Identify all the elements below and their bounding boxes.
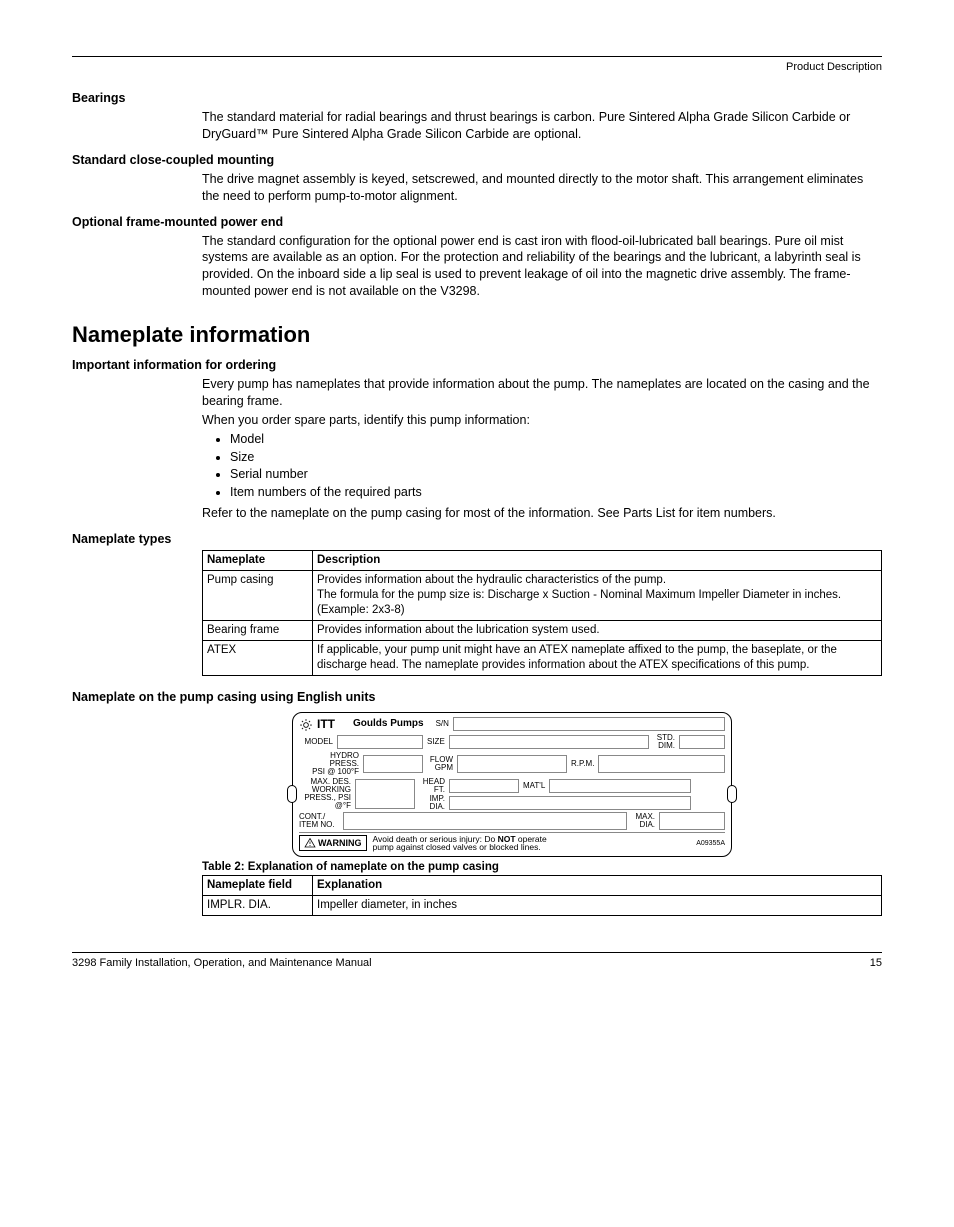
footer-page-number: 15 [870,957,882,969]
table-row: IMPLR. DIA. Impeller diameter, in inches [203,896,882,916]
table-row: Pump casing Provides information about t… [203,570,882,620]
brand-itt: ITT [317,717,335,731]
table-cell: Pump casing [203,570,313,620]
field-rpm [598,755,725,773]
col-header: Description [313,551,882,571]
heading-types: Nameplate types [72,532,882,546]
label-hydro: HYDRO PRESS. PSI @ 100°F [299,752,359,776]
table-row: Nameplate field Explanation [203,876,882,896]
label-stddim: STD. DIM. [653,734,675,750]
list-item: Model [230,431,882,448]
list-item: Item numbers of the required parts [230,484,882,501]
table-row: ATEX If applicable, your pump unit might… [203,640,882,675]
field-head [449,779,519,793]
label-head: HEAD FT. [419,778,445,794]
warning-label: WARNING [318,838,362,848]
nameplate-figure: ITT Goulds Pumps S/N MODEL SIZE STD. DIM… [72,712,882,858]
text-powerend: The standard configuration for the optio… [72,233,882,301]
header-rule [72,56,882,57]
table-cell: Provides information about the lubricati… [313,620,882,640]
list-item: Serial number [230,466,882,483]
text-mounting: The drive magnet assembly is keyed, sets… [72,171,882,205]
field-model [337,735,423,749]
text-ordering-3: Refer to the nameplate on the pump casin… [72,505,882,522]
heading-ordering: Important information for ordering [72,358,882,372]
warning-text: Avoid death or serious injury: Do NOT op… [373,835,691,853]
table-cell: ATEX [203,640,313,675]
ordering-list: Model Size Serial number Item numbers of… [72,431,882,502]
brand-gp: Goulds Pumps [353,718,424,729]
table-cell: IMPLR. DIA. [203,896,313,916]
label-maxdia: MAX. DIA. [631,813,655,829]
figure-number: A09355A [696,840,725,847]
table-row: Nameplate Description [203,551,882,571]
text-bearings: The standard material for radial bearing… [72,109,882,143]
table-cell: Bearing frame [203,620,313,640]
label-sn: S/N [436,720,449,728]
field-matl [549,779,691,793]
col-header: Nameplate [203,551,313,571]
field-sn [453,717,725,731]
nameplate-plate: ITT Goulds Pumps S/N MODEL SIZE STD. DIM… [292,712,732,858]
table-cell: If applicable, your pump unit might have… [313,640,882,675]
nameplate-types-table: Nameplate Description Pump casing Provid… [202,550,882,676]
field-impdia [449,796,691,810]
table-row: Bearing frame Provides information about… [203,620,882,640]
col-header: Explanation [313,876,882,896]
text-ordering-1: Every pump has nameplates that provide i… [72,376,882,410]
text-ordering-2: When you order spare parts, identify thi… [72,412,882,429]
heading-bearings: Bearings [72,91,882,105]
label-model: MODEL [299,738,333,746]
label-flow: FLOW GPM [427,756,453,772]
heading-powerend: Optional frame-mounted power end [72,215,882,229]
label-size: SIZE [427,738,445,746]
notch-left-icon [287,785,297,803]
field-stddim [679,735,725,749]
page-footer: 3298 Family Installation, Operation, and… [72,952,882,969]
label-cont: CONT./ ITEM NO. [299,813,339,829]
warning-badge: WARNING [299,835,367,851]
table2: Nameplate field Explanation IMPLR. DIA. … [202,875,882,916]
field-maxdes [355,779,415,809]
table-cell: Impeller diameter, in inches [313,896,882,916]
label-matl: MAT'L [523,782,545,790]
warning-icon [304,837,316,849]
heading-figure: Nameplate on the pump casing using Engli… [72,690,882,704]
table2-caption: Table 2: Explanation of nameplate on the… [202,861,882,873]
field-size [449,735,649,749]
table-cell: Provides information about the hydraulic… [313,570,882,620]
field-cont [343,812,627,830]
notch-right-icon [727,785,737,803]
heading-mounting: Standard close-coupled mounting [72,153,882,167]
warning-row: WARNING Avoid death or serious injury: D… [299,832,725,853]
header-section-name: Product Description [72,61,882,73]
page: Product Description Bearings The standar… [0,0,954,999]
label-maxdes: MAX. DES. WORKING PRESS., PSI @°F [299,778,351,810]
field-flow [457,755,567,773]
gear-icon [299,717,313,731]
field-maxdia [659,812,725,830]
label-rpm: R.P.M. [571,760,594,768]
footer-title: 3298 Family Installation, Operation, and… [72,957,372,969]
field-hydro [363,755,423,773]
label-impdia: IMP. DIA. [419,795,445,811]
heading-nameplate-info: Nameplate information [72,322,882,348]
list-item: Size [230,449,882,466]
col-header: Nameplate field [203,876,313,896]
